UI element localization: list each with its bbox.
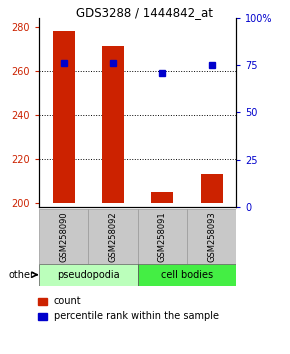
Bar	[39, 209, 88, 264]
Bar	[102, 46, 124, 203]
Bar	[201, 174, 223, 203]
Text: percentile rank within the sample: percentile rank within the sample	[54, 312, 219, 321]
Text: pseudopodia: pseudopodia	[57, 270, 120, 280]
Bar	[88, 209, 138, 264]
Bar	[138, 264, 236, 286]
Text: GSM258092: GSM258092	[108, 211, 118, 262]
Bar	[187, 209, 236, 264]
Text: count: count	[54, 296, 81, 306]
Text: GSM258090: GSM258090	[59, 211, 68, 262]
Bar	[138, 209, 187, 264]
Bar	[39, 264, 138, 286]
Text: GSM258093: GSM258093	[207, 211, 216, 262]
Text: GDS3288 / 1444842_at: GDS3288 / 1444842_at	[77, 6, 213, 19]
Bar	[38, 313, 47, 320]
Bar	[53, 31, 75, 203]
Bar	[151, 192, 173, 203]
Text: GSM258091: GSM258091	[158, 211, 167, 262]
Bar	[38, 298, 47, 304]
Text: cell bodies: cell bodies	[161, 270, 213, 280]
Text: other: other	[9, 270, 35, 280]
